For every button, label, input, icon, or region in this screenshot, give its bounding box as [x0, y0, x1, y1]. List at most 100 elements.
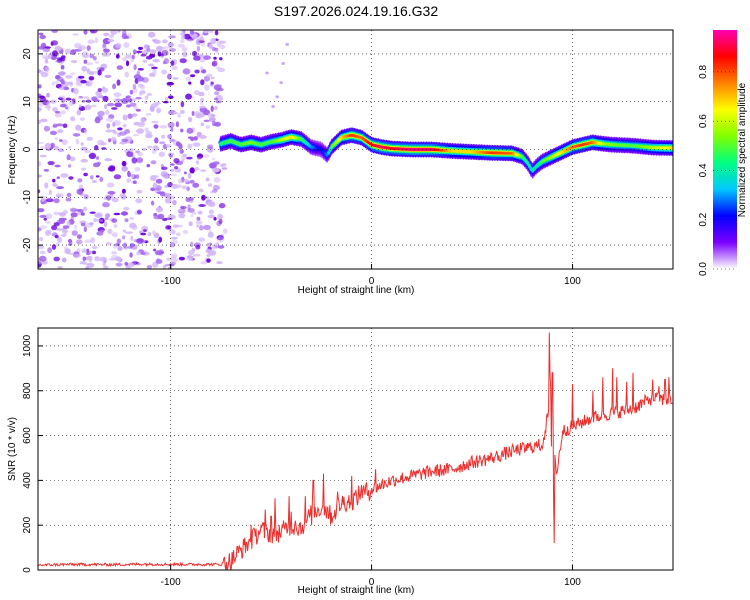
noise-speckle: [145, 113, 152, 116]
noise-speckle: [53, 256, 60, 262]
noise-speckle: [129, 102, 137, 107]
noise-speckle: [120, 194, 127, 200]
noise-speckle: [97, 88, 103, 92]
noise-speckle: [89, 250, 94, 254]
noise-speckle: [198, 237, 206, 242]
noise-speckle: [102, 52, 107, 57]
noise-speckle: [155, 206, 164, 213]
noise-speckle: [111, 232, 118, 238]
noise-speckle: [38, 84, 42, 89]
noise-speckle: [113, 92, 122, 98]
noise-speckle: [149, 49, 157, 54]
noise-speckle: [45, 213, 53, 220]
noise-speckle: [180, 101, 185, 108]
noise-speckle: [162, 46, 170, 50]
noise-speckle: [116, 65, 124, 70]
noise-speckle: [40, 118, 48, 123]
noise-speckle: [145, 130, 153, 136]
noise-speckle: [133, 239, 138, 243]
noise-speckle: [144, 127, 149, 132]
noise-speckle: [83, 96, 90, 99]
noise-speckle: [104, 217, 109, 221]
noise-speckle: [120, 211, 129, 216]
noise-speckle: [122, 57, 128, 62]
noise-speckle: [146, 47, 151, 52]
noise-speckle: [111, 197, 119, 203]
noise-speckle: [192, 253, 201, 257]
noise-speckle: [187, 197, 195, 201]
noise-speckle: [206, 253, 211, 257]
noise-speckle: [179, 58, 187, 64]
noise-speckle: [135, 96, 142, 100]
noise-speckle: [89, 30, 98, 34]
noise-speckle: [153, 124, 159, 129]
noise-speckle: [38, 245, 45, 250]
noise-speckle: [48, 230, 52, 234]
noise-speckle: [87, 39, 95, 44]
noise-speckle: [145, 133, 153, 139]
noise-speckle: [185, 76, 192, 82]
noise-speckle: [62, 225, 70, 229]
noise-speckle: [74, 43, 82, 49]
noise-speckle: [123, 206, 130, 211]
ridge-cell: [325, 153, 329, 157]
noise-speckle: [177, 178, 183, 184]
noise-speckle: [133, 106, 138, 110]
noise-speckle: [200, 261, 207, 265]
noise-speckle: [175, 121, 179, 128]
noise-speckle: [58, 95, 66, 99]
noise-speckle: [38, 119, 42, 124]
noise-speckle: [102, 202, 110, 208]
noise-speckle: [140, 53, 147, 57]
noise-speckle: [70, 216, 74, 221]
x-tick-label: 0: [369, 577, 375, 588]
noise-speckle: [121, 138, 129, 143]
noise-speckle: [215, 66, 220, 70]
noise-speckle: [195, 39, 201, 46]
snr-x-label: Height of straight line (km): [298, 585, 415, 596]
noise-speckle: [80, 79, 87, 84]
noise-speckle: [112, 83, 117, 90]
noise-speckle: [207, 112, 214, 119]
noise-speckle: [218, 218, 223, 224]
noise-speckle: [108, 138, 112, 143]
noise-speckle: [81, 65, 88, 72]
noise-speckle: [84, 149, 91, 154]
noise-speckle: [51, 244, 57, 250]
noise-speckle: [180, 128, 184, 133]
noise-speckle: [54, 45, 62, 51]
noise-speckle: [152, 69, 157, 75]
noise-speckle: [186, 156, 193, 160]
noise-speckle: [146, 92, 153, 96]
noise-speckle: [158, 236, 163, 243]
noise-speckle: [54, 137, 59, 141]
y-tick-label: -10: [22, 190, 33, 205]
noise-speckle: [47, 53, 52, 59]
noise-speckle: [203, 119, 210, 123]
noise-speckle: [108, 34, 115, 38]
noise-speckle: [85, 99, 92, 103]
noise-speckle: [196, 224, 200, 228]
noise-speckle: [207, 214, 216, 219]
noise-speckle: [81, 249, 86, 254]
noise-speckle: [167, 134, 173, 140]
noise-speckle: [63, 249, 71, 254]
noise-speckle: [46, 101, 51, 107]
noise-speckle: [154, 250, 163, 256]
noise-speckle: [208, 228, 212, 235]
noise-speckle: [40, 71, 49, 78]
noise-speckle: [99, 142, 107, 146]
noise-speckle: [78, 75, 85, 79]
noise-speckle: [80, 222, 86, 227]
noise-speckle: [112, 243, 118, 249]
noise-speckle: [66, 105, 70, 111]
noise-speckle: [172, 199, 177, 206]
noise-speckle: [192, 248, 196, 252]
noise-speckle: [144, 100, 148, 104]
noise-speckle: [137, 83, 144, 88]
noise-speckle: [210, 37, 217, 45]
noise-speckle: [198, 188, 204, 193]
noise-speckle: [192, 50, 198, 57]
noise-speckle: [144, 95, 149, 100]
noise-speckle: [69, 156, 76, 162]
